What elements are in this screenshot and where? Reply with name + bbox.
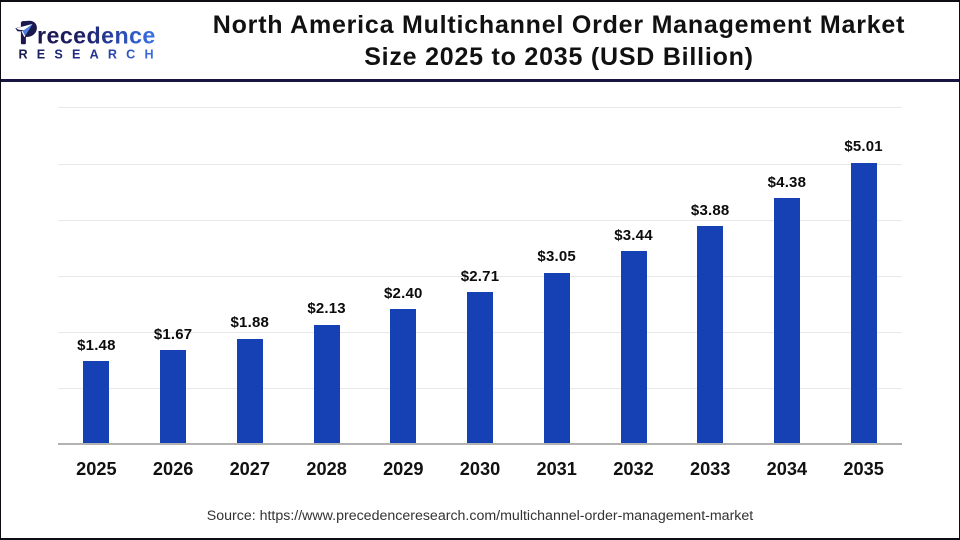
svg-text:recedence: recedence	[37, 22, 156, 48]
svg-text:RESEARCH: RESEARCH	[19, 48, 163, 62]
